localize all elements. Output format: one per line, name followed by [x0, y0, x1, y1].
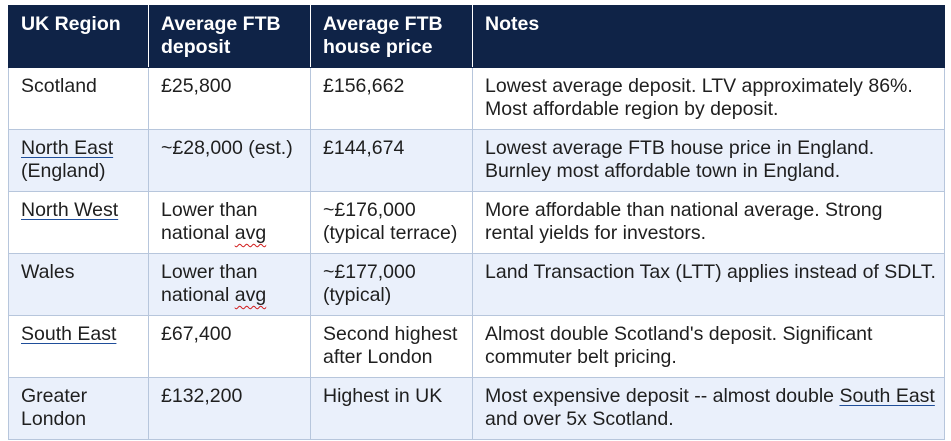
region-cell: North East (England): [8, 129, 149, 192]
deposit-cell: Lower than national avg: [148, 253, 311, 316]
region-cell: Wales: [8, 253, 149, 316]
notes-text: Most expensive deposit -- almost double: [485, 385, 840, 407]
deposit-cell: £67,400: [148, 315, 311, 378]
table-row: Scotland £25,800 £156,662 Lowest average…: [8, 67, 945, 130]
table-header: UK Region Average FTB deposit Average FT…: [8, 5, 945, 68]
spellcheck-word[interactable]: avg: [234, 222, 267, 244]
deposit-cell: £25,800: [148, 67, 311, 130]
price-cell: £156,662: [310, 67, 473, 130]
region-name: Wales: [21, 261, 75, 283]
notes-cell: Land Transaction Tax (LTT) applies inste…: [472, 253, 945, 316]
region-name: Scotland: [21, 75, 97, 97]
header-notes: Notes: [472, 5, 945, 68]
header-average-ftb-house-price: Average FTB house price: [310, 5, 473, 68]
notes-cell: More affordable than national average. S…: [472, 191, 945, 254]
notes-text-tail: and over 5x Scotland.: [485, 408, 674, 430]
header-average-ftb-deposit: Average FTB deposit: [148, 5, 311, 68]
notes-cell: Lowest average FTB house price in Englan…: [472, 129, 945, 192]
table-row: North East (England) ~£28,000 (est.) £14…: [8, 129, 945, 192]
region-cell: North West: [8, 191, 149, 254]
region-link-north-east[interactable]: North East: [21, 137, 114, 159]
price-cell: Second highest after London: [310, 315, 473, 378]
region-name: Greater London: [21, 385, 88, 430]
deposit-cell: ~£28,000 (est.): [148, 129, 311, 192]
region-link-north-west[interactable]: North West: [21, 199, 119, 221]
table-row: North West Lower than national avg ~£176…: [8, 191, 945, 254]
header-row: UK Region Average FTB deposit Average FT…: [8, 5, 945, 68]
price-cell: Highest in UK: [310, 377, 473, 440]
spellcheck-word[interactable]: avg: [234, 284, 267, 306]
header-uk-region: UK Region: [8, 5, 149, 68]
notes-cell: Lowest average deposit. LTV approximatel…: [472, 67, 945, 130]
deposit-text: Lower than national: [161, 199, 258, 244]
region-cell: Greater London: [8, 377, 149, 440]
price-cell: £144,674: [310, 129, 473, 192]
table-body: Scotland £25,800 £156,662 Lowest average…: [8, 67, 945, 440]
notes-cell: Almost double Scotland's deposit. Signif…: [472, 315, 945, 378]
price-cell: ~£177,000 (typical): [310, 253, 473, 316]
deposit-cell: £132,200: [148, 377, 311, 440]
deposit-cell: Lower than national avg: [148, 191, 311, 254]
region-cell: South East: [8, 315, 149, 378]
table-row: South East £67,400 Second highest after …: [8, 315, 945, 378]
region-cell: Scotland: [8, 67, 149, 130]
region-link-south-east[interactable]: South East: [21, 323, 117, 345]
region-comparison-table: UK Region Average FTB deposit Average FT…: [8, 5, 945, 440]
notes-cell: Most expensive deposit -- almost double …: [472, 377, 945, 440]
region-suffix: (England): [21, 160, 106, 182]
notes-link-south-east[interactable]: South East: [839, 385, 935, 407]
deposit-text: Lower than national: [161, 261, 258, 306]
price-cell: ~£176,000 (typical terrace): [310, 191, 473, 254]
table-row: Wales Lower than national avg ~£177,000 …: [8, 253, 945, 316]
table-row: Greater London £132,200 Highest in UK Mo…: [8, 377, 945, 440]
